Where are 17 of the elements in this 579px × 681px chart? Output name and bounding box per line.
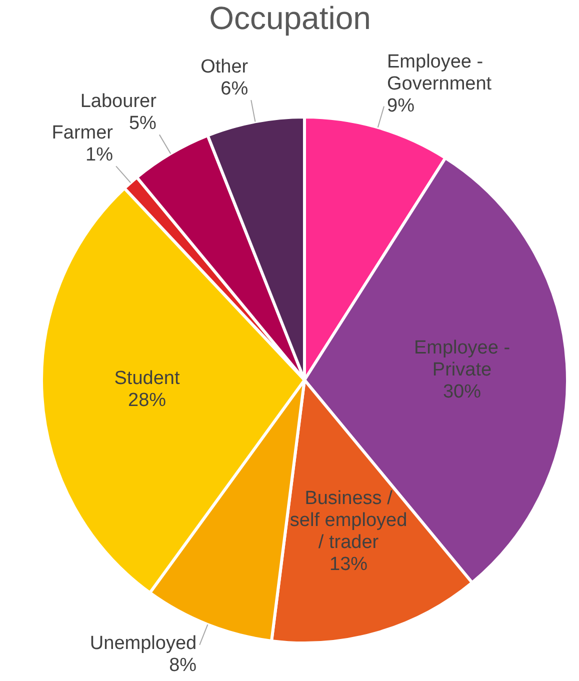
slice-label: Farmer [52, 122, 114, 144]
slice-label: Employee - Private [414, 337, 510, 380]
data-label: 6% [220, 78, 248, 100]
data-label: 28% [128, 390, 166, 412]
data-label: 1% [86, 144, 114, 166]
chart-title: Occupation [209, 0, 371, 36]
slice-label: Labourer [80, 90, 158, 112]
data-label: 8% [169, 655, 197, 676]
slice-label: Student [114, 368, 180, 390]
data-label: 30% [442, 381, 482, 402]
slice-label: Employee - Government [387, 52, 492, 95]
slice-label: Unemployed [90, 633, 197, 654]
data-label: 9% [387, 96, 415, 117]
slice-label: Business / self employed / trader [290, 488, 408, 553]
data-label: 5% [128, 112, 157, 134]
data-label: 13% [330, 554, 368, 575]
slice-label: Other [200, 56, 249, 78]
